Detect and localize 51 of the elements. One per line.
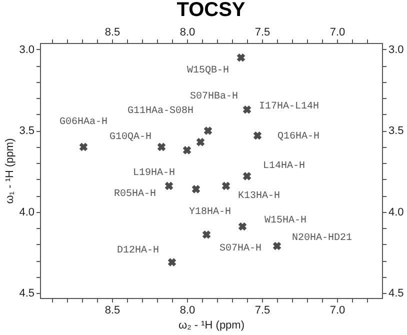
x2-tick-label: 8.0 bbox=[180, 304, 196, 316]
point bbox=[202, 230, 211, 239]
annotation: G10QA-H bbox=[109, 132, 152, 143]
x2-tick-label: 7.0 bbox=[330, 304, 346, 316]
x2-tick-label: 8.5 bbox=[104, 304, 120, 316]
annotation: G06HAa-H bbox=[59, 116, 108, 128]
annotation: S07HA-H bbox=[220, 244, 262, 255]
annotation: W15HA-H bbox=[264, 216, 307, 227]
chart-title: TOCSY bbox=[176, 0, 246, 21]
point bbox=[222, 182, 230, 190]
y2-tick-label: 4.5 bbox=[388, 288, 404, 300]
annotation: K13HA-H bbox=[238, 190, 280, 202]
annotation: D12HA-H bbox=[116, 245, 159, 256]
x-tick-label: 8.5 bbox=[104, 26, 120, 38]
annotation: Q16HA-H bbox=[278, 132, 320, 143]
annotation: R05HA-H bbox=[114, 188, 156, 200]
point bbox=[168, 258, 176, 266]
annotation: I17HA-L14H bbox=[259, 102, 320, 113]
point bbox=[236, 53, 246, 62]
point bbox=[157, 142, 166, 152]
y-tick-label: 3.5 bbox=[19, 125, 34, 138]
point bbox=[242, 105, 252, 114]
point bbox=[204, 126, 212, 135]
y-tick-label: 3.0 bbox=[19, 44, 34, 56]
annotation: L19HA-H bbox=[132, 168, 175, 180]
point bbox=[253, 131, 262, 140]
x-tick-label: 7.0 bbox=[330, 26, 346, 38]
annotation: L14HA-H bbox=[263, 161, 306, 172]
y-tick-label: 4.5 bbox=[19, 288, 34, 300]
point bbox=[242, 172, 252, 180]
annotation: G11HAa-S08H bbox=[127, 106, 194, 118]
point bbox=[79, 142, 88, 152]
point bbox=[164, 182, 174, 190]
point bbox=[182, 146, 192, 154]
annotation: Y18HA-H bbox=[188, 207, 232, 218]
x-tick-label: 7.5 bbox=[254, 26, 270, 38]
point bbox=[272, 242, 282, 250]
point bbox=[238, 222, 247, 231]
annotation: W15QB-H bbox=[186, 66, 229, 77]
point bbox=[196, 138, 205, 146]
y2-tick-label: 3.5 bbox=[388, 125, 404, 138]
y2-tick-label: 4.0 bbox=[388, 206, 404, 218]
y-tick-label: 4.0 bbox=[19, 206, 34, 218]
point bbox=[192, 185, 200, 194]
x2-tick-label: 7.5 bbox=[254, 304, 270, 316]
x-axis-title: ω₂ - ¹H (ppm) bbox=[178, 320, 245, 332]
annotation: S07HBa-H bbox=[190, 92, 238, 103]
y-axis-title: ω₁ - ¹H (ppm) bbox=[4, 138, 16, 204]
x-tick-label: 8.0 bbox=[180, 26, 196, 38]
annotation: N20HA-HD21 bbox=[292, 233, 352, 244]
y2-tick-label: 3.0 bbox=[388, 44, 404, 56]
